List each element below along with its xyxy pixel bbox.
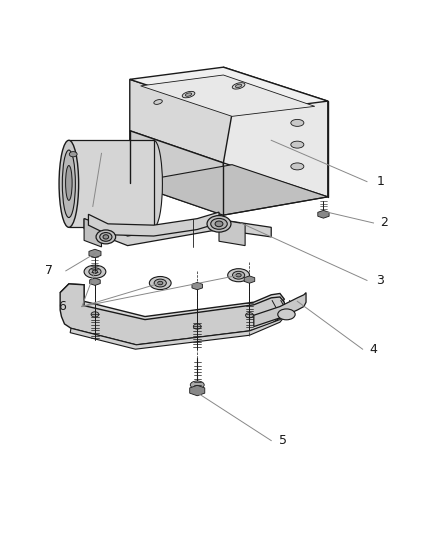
Ellipse shape — [66, 166, 72, 200]
Text: 3: 3 — [377, 274, 385, 287]
Polygon shape — [244, 276, 255, 283]
Ellipse shape — [154, 100, 162, 104]
Polygon shape — [84, 219, 271, 246]
Polygon shape — [130, 131, 223, 215]
Ellipse shape — [193, 324, 201, 329]
Ellipse shape — [278, 309, 295, 320]
Ellipse shape — [233, 271, 245, 279]
Ellipse shape — [246, 313, 253, 318]
Ellipse shape — [69, 151, 77, 157]
Ellipse shape — [84, 265, 106, 278]
Polygon shape — [190, 385, 205, 396]
Polygon shape — [60, 284, 284, 329]
Ellipse shape — [235, 84, 242, 87]
Ellipse shape — [228, 269, 250, 282]
Text: 5: 5 — [279, 434, 287, 447]
Polygon shape — [89, 249, 101, 257]
Text: 7: 7 — [45, 264, 53, 277]
Polygon shape — [60, 284, 284, 345]
Ellipse shape — [91, 312, 99, 317]
Ellipse shape — [182, 91, 195, 98]
Polygon shape — [141, 75, 315, 116]
Ellipse shape — [211, 219, 227, 229]
Ellipse shape — [185, 93, 192, 96]
Polygon shape — [69, 140, 154, 228]
Ellipse shape — [190, 381, 204, 389]
Ellipse shape — [149, 277, 171, 289]
Polygon shape — [130, 67, 328, 114]
Text: 6: 6 — [58, 300, 66, 313]
Polygon shape — [223, 67, 328, 197]
Ellipse shape — [59, 140, 79, 228]
Ellipse shape — [89, 268, 101, 276]
Text: 8: 8 — [73, 200, 81, 213]
Polygon shape — [130, 79, 232, 163]
Text: 4: 4 — [369, 343, 377, 356]
Ellipse shape — [96, 230, 116, 244]
Polygon shape — [254, 293, 306, 327]
Ellipse shape — [236, 273, 241, 277]
Polygon shape — [70, 314, 286, 349]
Polygon shape — [219, 220, 245, 246]
Ellipse shape — [291, 163, 304, 170]
Polygon shape — [84, 219, 102, 247]
Ellipse shape — [62, 150, 75, 217]
Ellipse shape — [207, 215, 231, 232]
Ellipse shape — [232, 83, 245, 89]
Ellipse shape — [215, 221, 223, 227]
Ellipse shape — [100, 232, 112, 241]
Polygon shape — [318, 211, 329, 218]
Polygon shape — [88, 212, 219, 236]
Ellipse shape — [291, 119, 304, 126]
Polygon shape — [130, 165, 328, 215]
Ellipse shape — [291, 141, 304, 148]
Text: 1: 1 — [377, 175, 385, 188]
Polygon shape — [192, 282, 202, 290]
Ellipse shape — [154, 279, 166, 287]
Ellipse shape — [103, 235, 109, 239]
Polygon shape — [90, 278, 100, 285]
Ellipse shape — [92, 270, 98, 273]
Ellipse shape — [158, 281, 163, 285]
Text: 2: 2 — [380, 216, 388, 230]
Ellipse shape — [145, 140, 162, 228]
